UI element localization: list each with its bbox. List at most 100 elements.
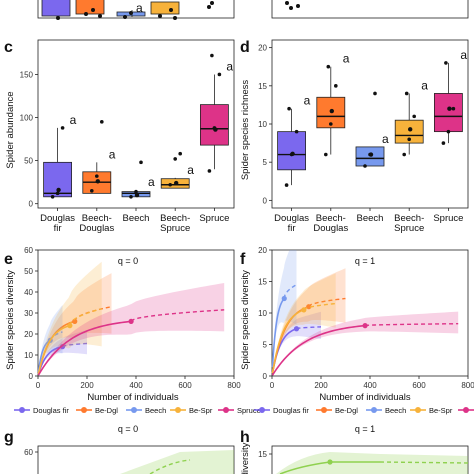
panel-d-category-4-line-0: Spruce bbox=[433, 213, 463, 224]
legend-f-swatch-marker-3 bbox=[415, 407, 421, 413]
legend-e-label-2: Beech bbox=[145, 406, 166, 415]
top-point-3 bbox=[84, 12, 88, 16]
panel-h-plot: 15 bbox=[258, 445, 469, 474]
panel-f-xtick-label-0: 0 bbox=[270, 381, 275, 390]
top-point-11 bbox=[285, 1, 289, 5]
panel-d-point-4-0 bbox=[441, 141, 446, 145]
panel-label-c: c bbox=[4, 39, 13, 56]
panel-d-category-1-line-1: Douglas bbox=[313, 223, 348, 234]
panel-d-point-0-2 bbox=[294, 129, 299, 134]
panel-e-xlabel: Number of individuals bbox=[87, 392, 179, 403]
panel-f-observed-0 bbox=[293, 326, 300, 332]
panel-c-point-4-3 bbox=[210, 53, 214, 58]
panel-f-band-1 bbox=[272, 268, 346, 374]
legend-e: Douglas fir Be-Dgl Beech Be-Spr Spruce bbox=[14, 406, 261, 415]
panel-e-xtick-label-0: 0 bbox=[36, 381, 41, 390]
top-box-0 bbox=[41, 0, 71, 17]
top-point-13 bbox=[296, 4, 300, 8]
panel-f-extrapolation-1 bbox=[308, 297, 346, 308]
panel-label-g: g bbox=[4, 429, 14, 446]
panel-b-frame bbox=[271, 0, 469, 19]
panel-label-e: e bbox=[4, 251, 13, 268]
top-letter: a bbox=[136, 1, 143, 15]
panel-d-point-4-3 bbox=[444, 61, 448, 65]
panel-h-frame bbox=[271, 445, 469, 474]
panel-d-ylabel: Spider species richness bbox=[240, 80, 251, 181]
top-box-3 bbox=[150, 1, 180, 15]
panel-g-frame bbox=[37, 445, 235, 474]
panel-h-extrapolation bbox=[379, 461, 469, 464]
panel-f-extrapolation-4 bbox=[365, 323, 459, 327]
panel-c-point-0-2 bbox=[60, 126, 65, 130]
panel-label-d: d bbox=[240, 39, 250, 56]
panel-f-band-2 bbox=[272, 250, 297, 369]
panel-e-observed-1 bbox=[72, 318, 78, 324]
panel-d-point-4-2 bbox=[451, 106, 456, 111]
panel-f-ytick-label-2: 10 bbox=[258, 309, 267, 318]
legend-f-label-0: Douglas fir bbox=[273, 406, 309, 415]
panel-f-extrapolation-2 bbox=[283, 284, 297, 299]
panel-e-title: q = 0 bbox=[118, 256, 138, 266]
panel-c-mean-0 bbox=[56, 187, 61, 193]
panel-label-h: h bbox=[240, 429, 250, 446]
panel-d-mean-1 bbox=[329, 108, 334, 114]
panel-g-title: q = 0 bbox=[118, 424, 138, 434]
panel-c-box-4 bbox=[199, 104, 229, 146]
panel-f-ytick-label-3: 15 bbox=[258, 278, 267, 287]
panel-e-curve-4 bbox=[37, 320, 132, 376]
panel-e-band-3 bbox=[38, 261, 102, 375]
panel-f-curve-2 bbox=[271, 297, 285, 368]
legend-e-swatch-marker-2 bbox=[131, 407, 137, 413]
panel-c-ytick-label-1: 50 bbox=[24, 157, 33, 166]
panel-d-plot: 05101520aDouglasfiraBeech-DouglasaBeecha… bbox=[258, 39, 469, 234]
panel-d-point-3-1 bbox=[407, 137, 412, 142]
panel-d-point-0-3 bbox=[287, 106, 291, 111]
panel-c-mean-4 bbox=[213, 127, 218, 132]
panel-d-category-0-line-0: Douglas bbox=[274, 213, 309, 224]
panel-f-xtick-label-3: 600 bbox=[412, 381, 426, 390]
panel-e-xtick-label-4: 800 bbox=[227, 381, 241, 390]
panel-c-ytick-label-3: 150 bbox=[20, 70, 34, 79]
panel-e-ytick-label-5: 50 bbox=[24, 267, 33, 276]
panel-f-band-4 bbox=[272, 311, 459, 376]
panel-d-box-4 bbox=[433, 93, 463, 133]
panel-c-category-4-line-0: Spruce bbox=[199, 213, 229, 224]
panel-d-point-2-0 bbox=[363, 164, 367, 168]
panel-f-observed-2 bbox=[281, 295, 287, 302]
panel-d-category-0-line-1: fir bbox=[288, 223, 296, 234]
panel-d-point-3-0 bbox=[402, 152, 407, 157]
panel-c-point-1-0 bbox=[90, 188, 94, 193]
legend-f-label-3: Be-Spr bbox=[429, 406, 453, 415]
panel-d-letter-0: a bbox=[304, 94, 311, 108]
panel-f-ytick-label-1: 5 bbox=[263, 341, 268, 350]
panel-c-point-2-1 bbox=[134, 189, 138, 194]
panel-e-xtick-label-3: 600 bbox=[178, 381, 192, 390]
legend-e-swatch-marker-4 bbox=[223, 407, 229, 413]
panel-d-mean-0 bbox=[290, 151, 295, 156]
panel-d-point-4-1 bbox=[446, 129, 451, 134]
panel-c-category-1-line-1: Douglas bbox=[79, 223, 114, 234]
top-cropped-panels: a bbox=[37, 0, 469, 20]
legend-e-swatch-marker-3 bbox=[175, 407, 181, 413]
panel-e-ytick-label-6: 60 bbox=[24, 246, 33, 255]
panel-e-band-4 bbox=[38, 282, 225, 376]
panel-c-letter-4: a bbox=[226, 59, 233, 73]
panel-f-observed-1 bbox=[306, 304, 312, 310]
panel-c-point-3-1 bbox=[173, 157, 177, 161]
top-point-0 bbox=[56, 16, 60, 20]
panel-d-point-1-0 bbox=[324, 152, 328, 157]
legend-f-label-2: Beech bbox=[385, 406, 406, 415]
panel-d-box-0 bbox=[277, 131, 307, 171]
panel-c-mean-2 bbox=[134, 192, 140, 198]
panel-f-ytick-label-4: 20 bbox=[258, 246, 267, 255]
legend-e-swatch-marker-1 bbox=[81, 407, 87, 413]
top-box-1 bbox=[75, 0, 105, 15]
legend-e-swatch-marker-0 bbox=[19, 407, 25, 413]
panel-c-category-2-line-0: Beech bbox=[123, 213, 150, 224]
panel-f-curve-3 bbox=[271, 309, 305, 374]
top-point-12 bbox=[289, 6, 293, 10]
panel-d-ytick-label-4: 20 bbox=[258, 44, 267, 53]
top-point-1 bbox=[91, 8, 95, 12]
panel-f-observed-4 bbox=[362, 323, 368, 329]
